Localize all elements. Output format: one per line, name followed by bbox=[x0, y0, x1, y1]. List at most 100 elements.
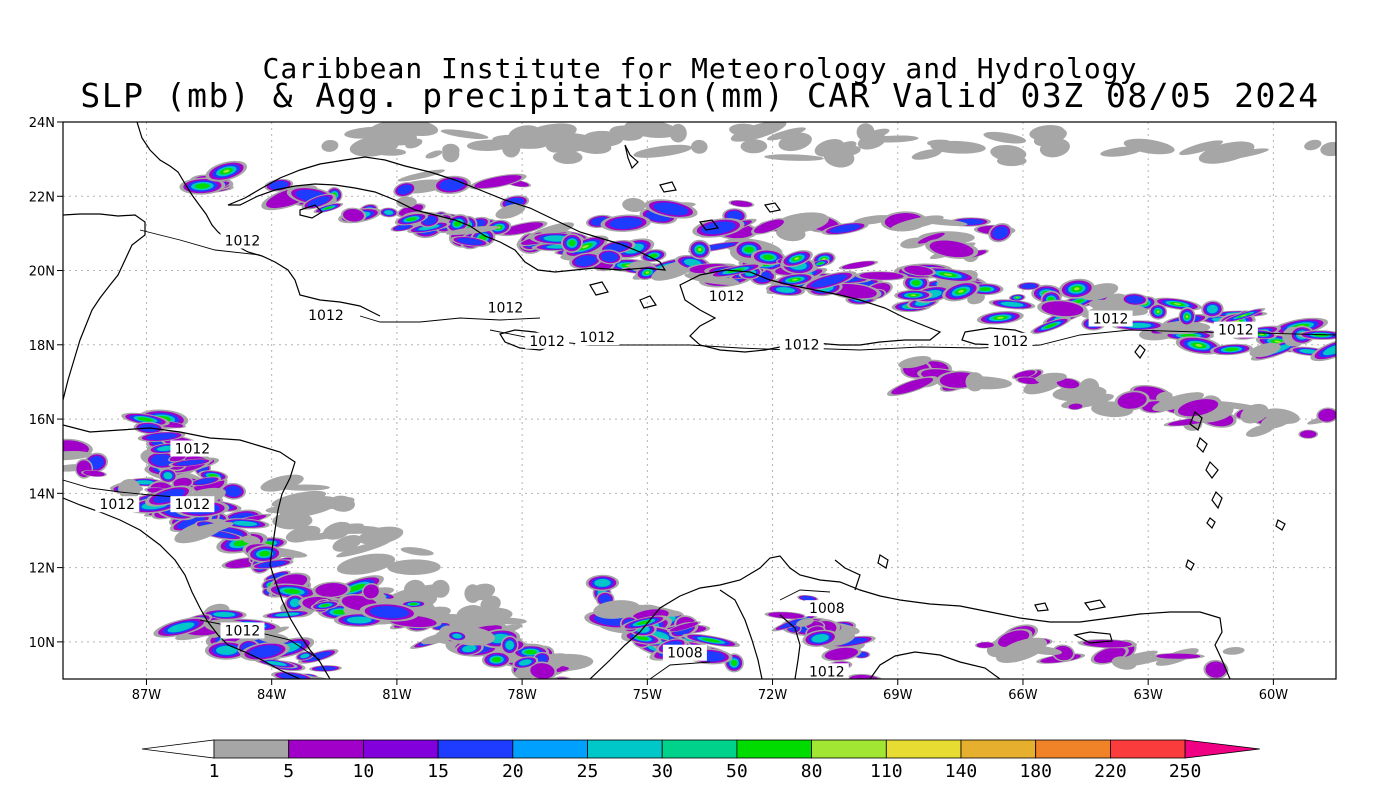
precip-cell bbox=[1117, 650, 1158, 663]
precip-cell bbox=[1030, 317, 1072, 335]
isobar-label: 1012 bbox=[809, 664, 845, 680]
isobar-label: 1012 bbox=[488, 300, 524, 316]
isobar-label-bg bbox=[525, 332, 570, 349]
precip-cell bbox=[887, 376, 938, 397]
precip-cell bbox=[765, 284, 805, 296]
isobar-label-bg bbox=[170, 496, 215, 513]
precip-cell bbox=[988, 223, 1013, 243]
isobar-label: 1012 bbox=[529, 334, 565, 350]
precip-cell bbox=[1310, 337, 1336, 362]
precip-cell bbox=[600, 214, 651, 232]
precip-cell bbox=[81, 470, 107, 477]
precip-cell bbox=[500, 635, 519, 655]
precip-cell bbox=[310, 501, 330, 509]
precip-cell bbox=[396, 203, 426, 218]
precip-cell bbox=[1179, 140, 1224, 156]
precip-cell bbox=[527, 661, 557, 679]
precip-cell bbox=[407, 221, 451, 234]
precip-cell bbox=[1152, 392, 1204, 412]
precip-cell bbox=[312, 581, 351, 599]
precip-cell bbox=[1245, 424, 1275, 437]
isobar-label: 1012 bbox=[1218, 323, 1254, 339]
colorbar-swatch bbox=[960, 739, 1037, 759]
precip-cell bbox=[425, 150, 443, 159]
precip-cell bbox=[845, 673, 885, 679]
precip-cell bbox=[801, 271, 857, 291]
precip-cell bbox=[321, 139, 339, 152]
precip-cell bbox=[169, 513, 213, 533]
precip-cell bbox=[394, 213, 429, 226]
precip-cell bbox=[633, 144, 692, 158]
isobar-label-bg bbox=[804, 600, 849, 617]
precip-cell bbox=[454, 641, 484, 656]
precip-cell bbox=[561, 233, 583, 253]
isobar-label: 1012 bbox=[308, 308, 344, 324]
precip-cell bbox=[796, 617, 814, 627]
precip-cell bbox=[1198, 141, 1255, 164]
colorbar-swatch bbox=[736, 739, 813, 759]
precip-cell bbox=[1067, 402, 1084, 411]
precip-cell bbox=[894, 289, 933, 301]
colorbar-high-arrow bbox=[1184, 739, 1260, 759]
isobar-label: 1012 bbox=[175, 441, 211, 457]
isobar-label: 1008 bbox=[667, 646, 703, 662]
precip-cell bbox=[265, 505, 309, 514]
precip-cell bbox=[1015, 376, 1042, 385]
precip-cell bbox=[855, 271, 909, 281]
precip-cell bbox=[1212, 148, 1269, 161]
colorbar-level-label: 140 bbox=[945, 761, 978, 782]
isobar-label: 1012 bbox=[784, 338, 820, 354]
precip-cell bbox=[295, 651, 315, 661]
x-tick-label: 69W bbox=[883, 688, 913, 703]
colorbar-swatch bbox=[885, 739, 962, 759]
precip-cell bbox=[1058, 278, 1095, 299]
precip-cell bbox=[667, 621, 701, 633]
isobar-label-bg bbox=[779, 336, 824, 353]
x-tick-label: 60W bbox=[1259, 688, 1289, 703]
precip-cell bbox=[301, 193, 336, 210]
precip-cell bbox=[1173, 397, 1223, 418]
precip-cell bbox=[255, 658, 298, 669]
precip-cell bbox=[445, 225, 500, 235]
isobar-label: 1012 bbox=[225, 234, 261, 250]
precip-cell bbox=[1033, 128, 1067, 147]
precip-cell bbox=[447, 631, 467, 642]
precip-cell bbox=[175, 521, 234, 538]
precip-cell bbox=[469, 173, 527, 190]
precip-cell bbox=[1151, 652, 1205, 660]
precip-cell bbox=[1121, 293, 1149, 306]
precip-cell bbox=[271, 671, 315, 679]
title-line-1: Caribbean Institute for Meteorology and … bbox=[262, 52, 1138, 85]
precip-cell bbox=[400, 600, 427, 608]
precip-cell bbox=[764, 154, 824, 161]
precip-cell bbox=[1222, 647, 1245, 655]
title-line-2: SLP (mb) & Agg. precipitation(mm) CAR Va… bbox=[80, 76, 1320, 115]
precip-cell bbox=[284, 594, 305, 612]
isobar-label-bg bbox=[1088, 310, 1133, 327]
precip-cell bbox=[1210, 343, 1253, 356]
isobar-label: 1012 bbox=[1093, 312, 1129, 328]
colorbar-swatch bbox=[437, 739, 514, 759]
precip-cell bbox=[285, 525, 321, 543]
precip-cell bbox=[682, 633, 741, 648]
x-tick-label: 72W bbox=[758, 688, 788, 703]
precip-cell bbox=[750, 249, 786, 266]
precip-cell bbox=[728, 199, 755, 208]
precip-cell bbox=[644, 199, 698, 219]
precip-cell bbox=[450, 236, 490, 247]
precip-cell bbox=[321, 523, 364, 537]
isobar-label: 1012 bbox=[225, 623, 261, 639]
x-tick-label: 87W bbox=[132, 688, 162, 703]
precipitation-colorbar: 1 5 10 15 20 25 30 50 80 110 140 180 220 250 bbox=[141, 739, 1260, 782]
isobar-label: 1012 bbox=[579, 330, 615, 346]
x-tick-label: 63W bbox=[1133, 688, 1163, 703]
precip-cell bbox=[1078, 639, 1137, 649]
precip-cell bbox=[266, 583, 318, 600]
precip-cell bbox=[1002, 153, 1020, 166]
precip-cell bbox=[596, 249, 623, 265]
colorbar-swatch bbox=[811, 739, 887, 759]
precip-cell bbox=[298, 649, 339, 664]
colorbar-level-label: 110 bbox=[870, 761, 903, 782]
precip-cell bbox=[776, 225, 806, 242]
